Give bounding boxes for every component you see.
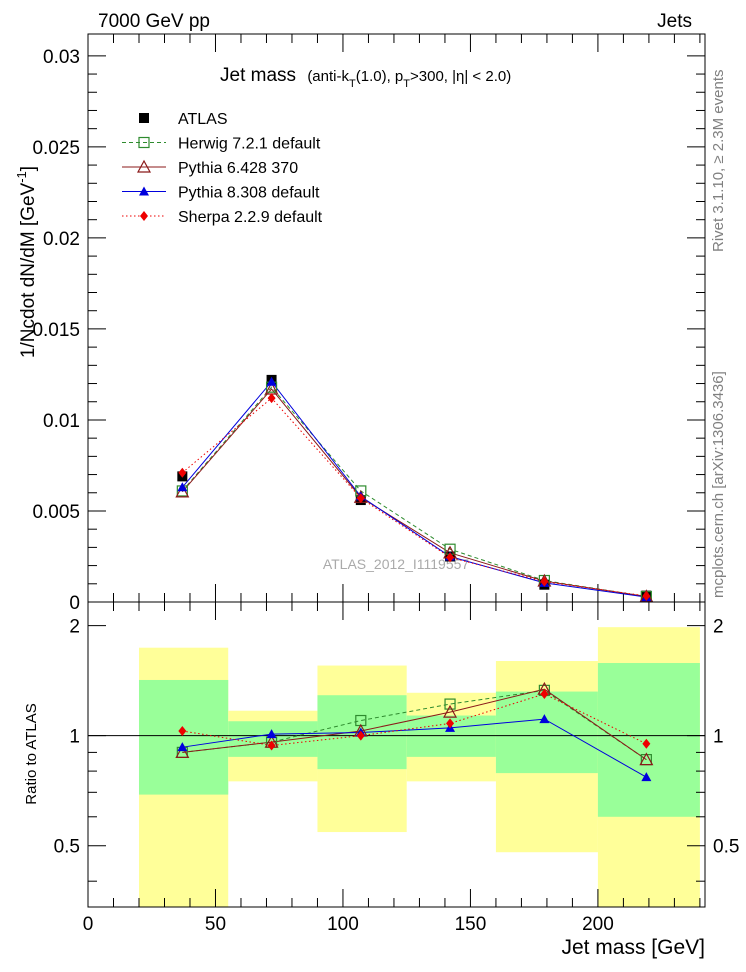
ratio-y-tick-label: 0.5 xyxy=(54,837,80,858)
ratio-y-tick-label: 1 xyxy=(69,727,80,748)
x-tick-label: 50 xyxy=(205,914,226,935)
ratio-point-sherpa-2-2-9-default xyxy=(446,718,455,729)
legend-label-atlas: ATLAS xyxy=(178,111,228,128)
ratio-point-pythia-6-428-370 xyxy=(443,704,458,718)
title-sub-suffix: >300, |η| < 2.0) xyxy=(410,68,511,85)
ratio-point-sherpa-2-2-9-default xyxy=(178,725,187,736)
ratio-point-sherpa-2-2-9-default xyxy=(540,688,549,699)
legend-marker-pythia-8-308-default xyxy=(139,186,149,196)
title-sub-prefix: (anti-k xyxy=(307,68,349,85)
legend: ATLAS Herwig 7.2.1 default Pythia 6.428 37… xyxy=(122,111,323,226)
main-y-tick-label: 0.01 xyxy=(43,411,80,432)
main-panel: 0 0.005 0.01 0.015 0.02 0.025 0.03 ATLAS_2012_… xyxy=(32,33,706,614)
main-point-sherpa-2-2-9-default xyxy=(446,552,455,563)
main-line-sherpa-2-2-9-default xyxy=(182,397,647,597)
ratio-band-green xyxy=(597,663,700,817)
ratio-ytick-labels: 0.5 0.5 1 1 2 2 xyxy=(54,617,740,858)
ratio-line-sherpa-2-2-9-default xyxy=(182,693,647,746)
legend-label-herwig-7-2-1-default: Herwig 7.2.1 default xyxy=(178,136,321,153)
ratio-series-lines xyxy=(182,688,647,778)
main-y-tick-label: 0.005 xyxy=(32,502,80,523)
x-axis-label: Jet mass [GeV] xyxy=(561,936,705,959)
x-tick-label: 200 xyxy=(582,914,614,935)
main-point-pythia-6-428-370 xyxy=(175,484,190,498)
main-y-tick-label: 0 xyxy=(69,593,80,614)
ratio-y-tick-label-right: 2 xyxy=(713,617,724,638)
main-series-lines xyxy=(181,380,647,598)
main-y-tick-label: 0.02 xyxy=(43,229,80,250)
main-y-label-text: 1/Ncdot dN/dM [GeV xyxy=(18,182,39,358)
header-left: 7000 GeV pp xyxy=(98,11,210,32)
ratio-ticks xyxy=(87,602,705,907)
main-y-axis-label: 1/Ncdot dN/dM [GeV-1] xyxy=(14,166,39,358)
x-tick-labels: 0 50 100 150 200 xyxy=(83,914,614,935)
ratio-point-pythia-8-308-default xyxy=(177,742,188,752)
main-ytick-labels: 0 0.005 0.01 0.015 0.02 0.025 0.03 xyxy=(32,47,80,614)
main-line-herwig-7-2-1-default xyxy=(181,386,647,598)
ratio-line-pythia-6-428-370 xyxy=(182,688,647,761)
title-main: Jet mass xyxy=(220,65,296,86)
ratio-point-sherpa-2-2-9-default xyxy=(267,740,276,751)
title-sub-p-sub: T xyxy=(403,78,410,90)
legend-label-pythia-8-308-default: Pythia 8.308 default xyxy=(178,185,320,202)
main-point-sherpa-2-2-9-default xyxy=(178,467,187,478)
main-line-pythia-8-308-default xyxy=(181,380,647,598)
title-sub-k-sub: T xyxy=(349,78,356,90)
mcplots-label: mcplots.cern.ch [arXiv:1306.3436] xyxy=(710,371,727,598)
legend-marker-pythia-6-428-370 xyxy=(136,159,152,173)
legend-label-sherpa-2-2-9-default: Sherpa 2.2.9 default xyxy=(178,209,323,226)
main-y-tick-label: 0.03 xyxy=(43,47,80,68)
ratio-y-axis-label: Ratio to ATLAS xyxy=(23,703,40,804)
ratio-panel: 0.5 0.5 1 1 2 2 xyxy=(54,601,740,908)
ratio-point-pythia-8-308-default xyxy=(539,714,550,724)
main-point-sherpa-2-2-9-default xyxy=(267,393,276,404)
chart-title: Jet mass (anti-kT(1.0), pT>300, |η| < 2.… xyxy=(220,65,511,90)
ratio-point-herwig-7-2-1-default xyxy=(444,698,456,710)
main-point-sherpa-2-2-9-default xyxy=(356,493,365,504)
ratio-point-sherpa-2-2-9-default xyxy=(642,738,651,749)
main-y-tick-label: 0.015 xyxy=(32,320,80,341)
header-right: Jets xyxy=(657,11,692,32)
ratio-line-herwig-7-2-1-default xyxy=(182,689,647,761)
ratio-plot-frame xyxy=(87,601,706,908)
rivet-label: Rivet 3.1.10, ≥ 2.3M events xyxy=(710,70,727,253)
main-ticks xyxy=(87,34,705,603)
main-y-tick-label: 0.025 xyxy=(32,138,80,159)
ratio-band-green xyxy=(138,679,229,795)
ratio-line-pythia-8-308-default xyxy=(182,718,647,778)
main-series-markers xyxy=(175,374,654,603)
main-y-label-sup: -1 xyxy=(14,171,29,183)
ratio-point-pythia-8-308-default xyxy=(266,729,277,739)
ratio-y-tick-label: 2 xyxy=(69,617,80,638)
ratio-point-pythia-6-428-370 xyxy=(639,752,654,766)
ratio-series-markers xyxy=(175,681,654,782)
legend-label-pythia-6-428-370: Pythia 6.428 370 xyxy=(178,160,298,177)
main-point-sherpa-2-2-9-default xyxy=(642,590,651,601)
ratio-band-green xyxy=(495,691,598,774)
title-sub-mid: (1.0), p xyxy=(356,68,404,85)
ratio-bands xyxy=(138,627,700,907)
watermark: ATLAS_2012_I1119557 xyxy=(323,556,470,572)
ratio-y-tick-label-right: 0.5 xyxy=(713,837,739,858)
main-point-pythia-8-308-default xyxy=(266,376,277,386)
x-tick-label: 0 xyxy=(83,914,94,935)
legend-marker-atlas xyxy=(139,113,149,123)
main-point-sherpa-2-2-9-default xyxy=(540,576,549,587)
ratio-point-pythia-6-428-370 xyxy=(175,745,190,758)
main-y-label-close: ] xyxy=(18,166,39,171)
ratio-point-sherpa-2-2-9-default xyxy=(356,730,365,741)
legend-marker-herwig-7-2-1-default xyxy=(138,136,150,149)
main-point-pythia-8-308-default xyxy=(177,482,188,492)
ratio-y-tick-label-right: 1 xyxy=(713,727,724,748)
x-tick-label: 100 xyxy=(327,914,359,935)
ratio-point-pythia-8-308-default xyxy=(641,772,652,782)
legend-marker-sherpa-2-2-9-default xyxy=(140,211,148,221)
x-tick-label: 150 xyxy=(455,914,487,935)
